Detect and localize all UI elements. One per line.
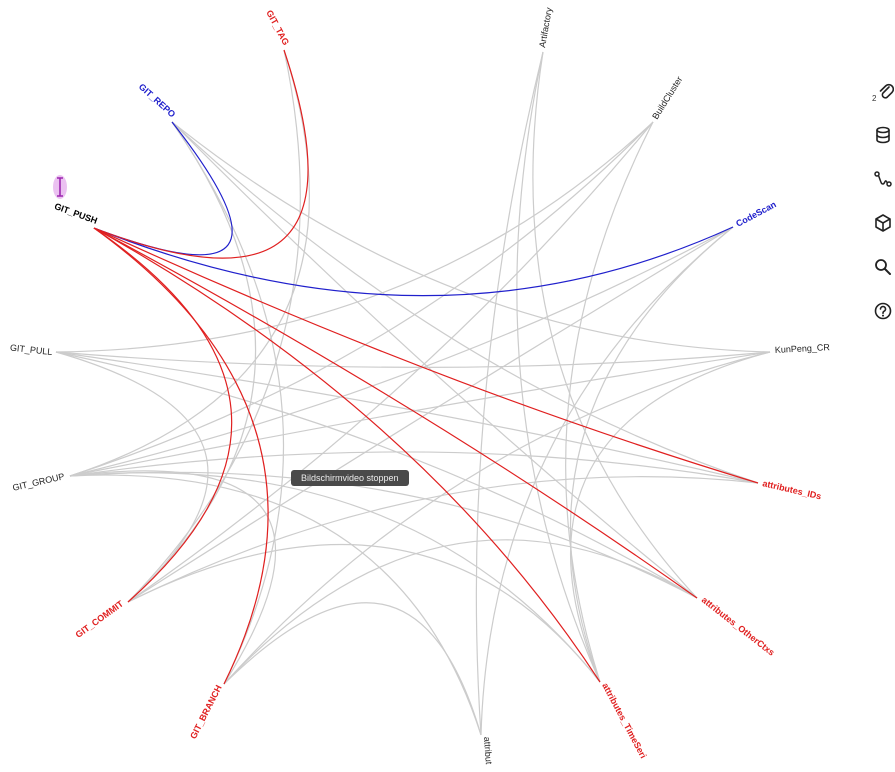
edge-attributes_ids-git_commit [127, 476, 759, 603]
node-label-attributes-ids[interactable]: attributes_IDs [762, 478, 823, 501]
node-label-git-branch[interactable]: GIT_BRANCH [188, 683, 224, 740]
database-icon[interactable] [872, 124, 894, 146]
edge-git_push-attributes_timeseries [93, 227, 601, 683]
edge-git_repo-git_branch [171, 121, 285, 685]
edge-git_pull-git_commit [55, 351, 209, 603]
node-label-git-push[interactable]: GIT_PUSH [53, 201, 99, 226]
node-label-git-tag[interactable]: GIT_TAG [264, 8, 291, 47]
edge-attribut-git_group [69, 474, 482, 736]
edge-git_repo-attributes_ids [171, 121, 759, 484]
edge-buildcluster-git_group [69, 121, 654, 477]
text-cursor-icon [53, 175, 67, 199]
edge-buildcluster-git_pull [55, 121, 654, 353]
edge-buildcluster-git_commit [127, 121, 654, 603]
edge-attributes_timeseries-git_commit [127, 544, 601, 683]
edge-git_repo-attributes_otherctxs [171, 121, 698, 599]
node-label-attributes-timeseries[interactable]: attributes_TimeSeri [600, 681, 648, 760]
package-icon[interactable] [872, 212, 894, 234]
attachment-count-badge: 2 [872, 94, 877, 103]
node-label-attributes-otherctxs[interactable]: attributes_OtherCtxs [700, 595, 777, 658]
edge-kunpeng_cr-git_group [69, 351, 771, 477]
node-label-git-repo[interactable]: GIT_REPO [137, 82, 178, 120]
node-label-git-pull[interactable]: GIT_PULL [9, 343, 52, 357]
edge-attributes_ids-git_pull [55, 351, 759, 484]
edge-git_pull-attributes_otherctxs [55, 351, 698, 599]
edge-codescan-git_group [69, 226, 734, 477]
edge-kunpeng_cr-git_branch [223, 351, 771, 685]
node-label-attribut[interactable]: attribut [482, 736, 494, 765]
edge-attributes_otherctxs-git_branch [223, 539, 698, 685]
edges-gray-group [55, 49, 771, 736]
edge-git_tag-git_group [69, 49, 310, 477]
path-icon[interactable] [872, 168, 894, 190]
edge-codescan-git_commit [127, 226, 734, 603]
stop-recording-button[interactable]: Bildschirmvideo stoppen [291, 470, 409, 486]
edge-git_group-git_branch [69, 470, 277, 685]
edge-artifactory-attributes_timeseries [516, 51, 601, 683]
help-icon[interactable] [872, 300, 894, 322]
edges-highlighted-group [93, 49, 759, 685]
edge-attribut-git_branch [223, 602, 482, 736]
edge-git_push-git_tag [93, 49, 309, 259]
node-label-kunpeng-cr[interactable]: KunPeng_CR [775, 342, 831, 355]
edge-git_push-attributes_ids [93, 227, 759, 484]
edge-attributes_timeseries-git_group [69, 472, 601, 683]
search-icon[interactable] [872, 256, 894, 278]
node-label-git-commit[interactable]: GIT_COMMIT [74, 598, 126, 640]
node-labels-group: GIT_PUSH GIT_REPO GIT_TAG Artifactory BuildC… [9, 6, 830, 765]
edge-git_push-git_repo [93, 121, 233, 256]
edge-attributes_ids-git_group [69, 451, 759, 484]
edge-artifactory-attribut [475, 51, 544, 736]
edge-artifactory-attributes_otherctxs [532, 51, 698, 599]
edge-kunpeng_cr-attributes_timeseries [570, 351, 771, 683]
edge-codescan-attributes_timeseries [569, 226, 734, 683]
node-label-artifactory[interactable]: Artifactory [537, 6, 554, 48]
node-label-git-group[interactable]: GIT_GROUP [12, 471, 66, 493]
attach-icon[interactable] [872, 80, 894, 102]
edge-codescan-attribut [480, 226, 734, 736]
node-label-buildcluster[interactable]: BuildCluster [650, 75, 684, 121]
edge-git_push-attributes_otherctxs [93, 227, 698, 599]
edge-git_repo-git_commit [127, 121, 257, 603]
edge-git_push-codescan [93, 226, 734, 297]
edge-git_repo-kunpeng_cr [171, 121, 771, 353]
edge-git_push-git_commit [93, 227, 233, 603]
edge-git_tag-git_commit [127, 49, 301, 603]
node-label-codescan[interactable]: CodeScan [734, 199, 778, 228]
edge-buildcluster-attributes_timeseries [565, 121, 654, 683]
edge-git_push-git_branch [93, 227, 269, 685]
